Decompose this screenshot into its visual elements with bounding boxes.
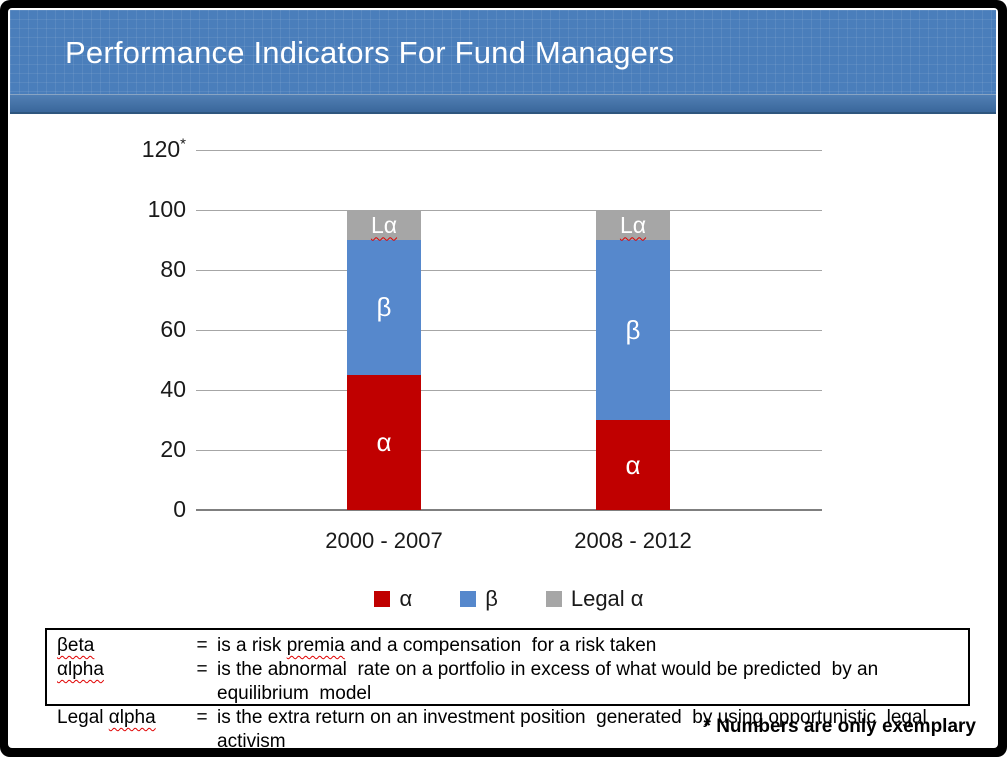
footnote: * Numbers are only exemplary [703, 716, 976, 737]
y-tick-label: 100 [147, 196, 186, 222]
x-axis-line [196, 509, 822, 511]
legend-label: β [485, 586, 498, 611]
bar-segment-β: β [596, 240, 670, 420]
page-title: Performance Indicators For Fund Managers [65, 34, 675, 70]
y-tick-label: 120* [141, 135, 186, 162]
axis-note-asterisk: * [180, 135, 186, 153]
bar-segment-α: α [347, 375, 421, 510]
legend-label: α [399, 586, 413, 611]
definition-description-text: is a risk [217, 635, 287, 656]
definition-term: Legal αlpha [57, 706, 187, 748]
definition-term: αlpha [57, 658, 187, 706]
legend-swatch [460, 591, 477, 607]
header-accent-strip [10, 94, 996, 112]
bar-segment-label: β [625, 314, 641, 345]
definition-description: is the abnormal rate on a portfolio in e… [217, 658, 968, 706]
slide-header: Performance Indicators For Fund Managers [10, 10, 996, 112]
legend-item-Legal α: Legal α [545, 586, 644, 612]
bar-segment-label: β [376, 292, 392, 322]
definition-description-text: and a compensation for a risk taken [344, 635, 657, 656]
definitions-box: βeta = is a risk premia and a compensation… [45, 628, 970, 748]
gridline [196, 210, 822, 211]
y-tick-label: 0 [173, 496, 186, 522]
definition-term-wavy: αlpha [57, 659, 104, 680]
definition-equals: = [196, 635, 208, 656]
bar-segment-β: β [347, 240, 421, 375]
bar-segment-label: Lα [619, 211, 647, 238]
definition-description-text: is the abnormal rate on a portfolio in e… [217, 659, 884, 704]
definition-term-wavy: αlpha [108, 707, 156, 728]
gridline [196, 450, 822, 451]
definition-description-wavy: premia [286, 635, 345, 656]
slide: Performance Indicators For Fund Managers… [8, 8, 998, 748]
bar-segment-Legal α: Lα [347, 210, 421, 240]
definition-row: βeta = is a risk premia and a compensation… [57, 634, 968, 658]
chart-legend: α β Legal α [196, 586, 822, 612]
gridline [196, 270, 822, 271]
legend-label: Legal α [570, 586, 644, 611]
definition-description-text: is the extra return on an investment pos… [217, 707, 933, 748]
definition-equals: = [196, 659, 208, 680]
definition-description: is a risk premia and a compensation for … [217, 634, 968, 658]
legend-swatch [374, 591, 391, 607]
legend-item-β: β [460, 586, 498, 612]
y-tick-label: 20 [160, 436, 186, 462]
bar-segment-label: α [625, 449, 641, 480]
definition-row: αlpha = is the abnormal rate on a portfoli… [57, 658, 968, 706]
gridline [196, 150, 822, 151]
definition-term-wavy: βeta [57, 635, 95, 656]
stacked-bar-chart: 0 20 40 60 80 100 120* α β Lα 2000 - 2007 α β Lα 2008 … [8, 8, 998, 748]
bar-segment-Legal α: Lα [596, 210, 670, 240]
gridline [196, 390, 822, 391]
legend-swatch [545, 591, 562, 607]
definition-term: βeta [57, 634, 187, 658]
definition-description: is the extra return on an investment pos… [217, 706, 968, 748]
y-tick-label: 60 [160, 316, 186, 342]
legend-item-α: α [374, 586, 412, 612]
bar-segment-label: α [376, 427, 392, 457]
definition-equals: = [196, 707, 208, 728]
y-tick-label: 40 [160, 376, 186, 402]
x-category-label: 2008 - 2012 [574, 528, 692, 553]
definition-row: Legal αlpha = is the extra return on an in… [57, 706, 968, 748]
y-tick-label: 80 [160, 256, 186, 282]
bar-segment-α: α [596, 420, 670, 510]
bar-segment-label: Lα [370, 211, 398, 238]
gridline [196, 330, 822, 331]
definition-term-text: Legal [57, 707, 109, 728]
x-category-label: 2000 - 2007 [325, 528, 443, 553]
